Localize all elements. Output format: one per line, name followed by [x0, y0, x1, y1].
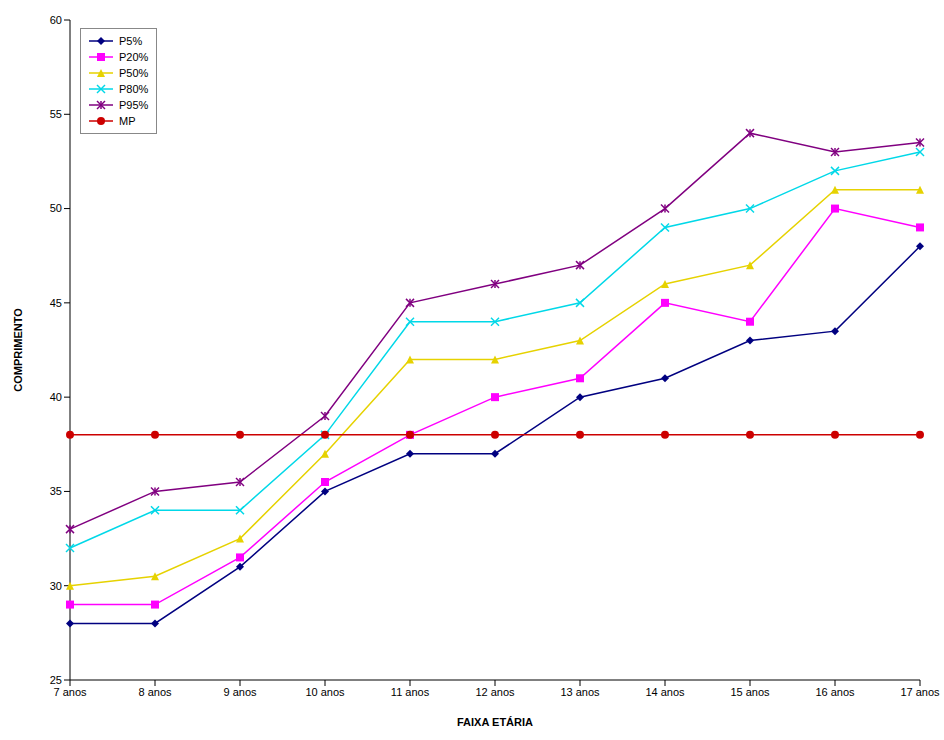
html-text:P20%: P20% — [119, 51, 149, 63]
svg-text:FAIXA ETÁRIA: FAIXA ETÁRIA — [457, 716, 533, 728]
svg-text:9 anos: 9 anos — [223, 686, 257, 698]
svg-text:8 anos: 8 anos — [138, 686, 172, 698]
svg-text:15 anos: 15 anos — [730, 686, 770, 698]
html-text:P80%: P80% — [119, 83, 149, 95]
svg-text:40: 40 — [50, 391, 62, 403]
svg-text:25: 25 — [50, 674, 62, 686]
svg-text:50: 50 — [50, 202, 62, 214]
svg-text:16 anos: 16 anos — [815, 686, 855, 698]
html-text:P50%: P50% — [119, 67, 149, 79]
html-text:P5%: P5% — [119, 35, 143, 47]
svg-text:11 anos: 11 anos — [391, 686, 430, 698]
svg-text:10 anos: 10 anos — [305, 686, 345, 698]
html-text:MP: MP — [119, 115, 136, 127]
svg-text:13 anos: 13 anos — [560, 686, 600, 698]
svg-text:17 anos: 17 anos — [900, 686, 940, 698]
svg-text:COMPRIMENTO: COMPRIMENTO — [12, 308, 24, 392]
svg-text:60: 60 — [50, 14, 62, 26]
svg-text:55: 55 — [50, 108, 62, 120]
svg-text:7 anos: 7 anos — [53, 686, 87, 698]
svg-text:45: 45 — [50, 297, 62, 309]
svg-text:12 anos: 12 anos — [475, 686, 515, 698]
html-text:P95%: P95% — [119, 99, 149, 111]
svg-text:35: 35 — [50, 485, 62, 497]
svg-text:14 anos: 14 anos — [645, 686, 685, 698]
svg-text:30: 30 — [50, 580, 62, 592]
